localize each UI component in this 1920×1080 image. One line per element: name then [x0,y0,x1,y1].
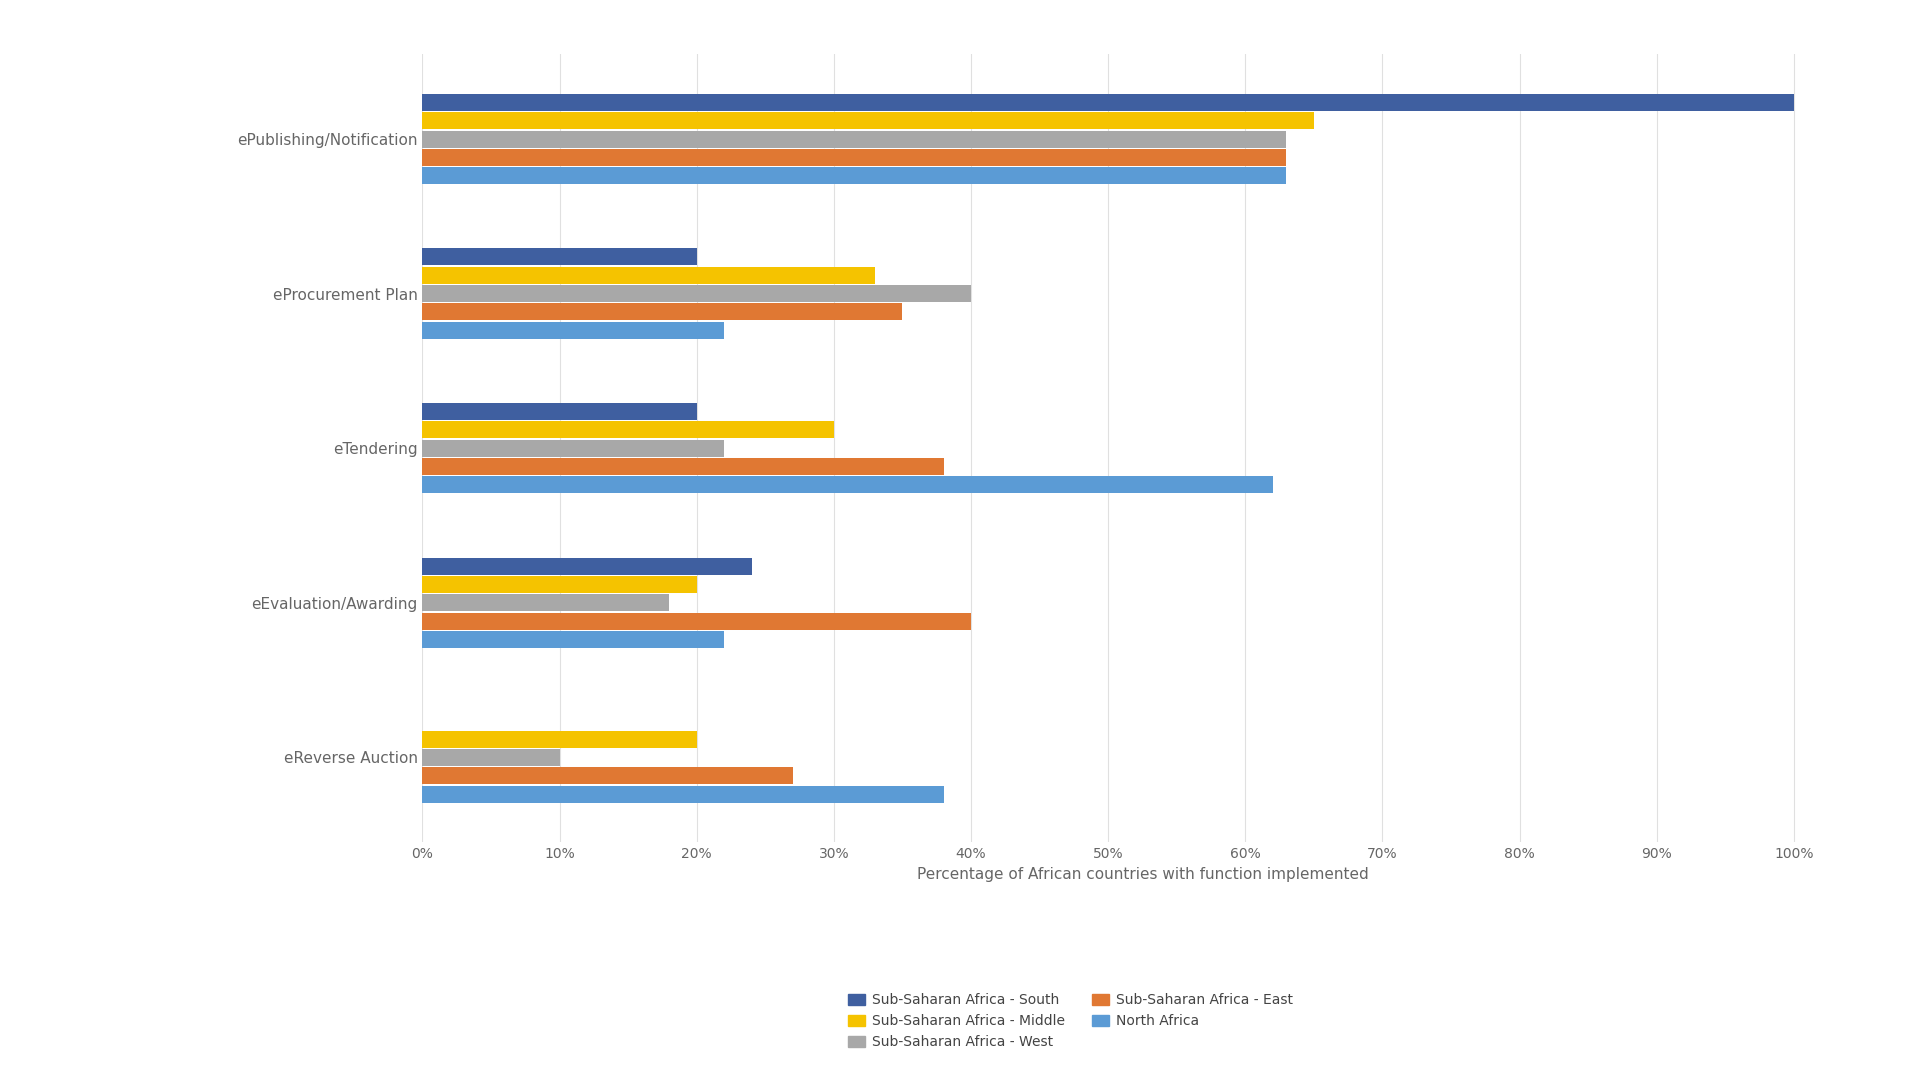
Bar [422,458,943,475]
Bar [422,557,751,575]
Bar [422,767,793,784]
Bar [422,167,1286,185]
Bar [422,785,943,802]
X-axis label: Percentage of African countries with function implemented: Percentage of African countries with fun… [916,867,1369,881]
Bar [422,322,724,339]
Bar [422,131,1286,148]
Bar [422,112,1313,130]
Legend: Sub-Saharan Africa - South, Sub-Saharan Africa - Middle, Sub-Saharan Africa - We: Sub-Saharan Africa - South, Sub-Saharan … [841,986,1300,1056]
Bar [422,476,1273,494]
Bar [422,440,724,457]
Bar [422,94,1793,111]
Bar [422,576,697,593]
Bar [422,285,972,302]
Bar [422,730,697,747]
Bar [422,612,972,630]
Bar [422,303,902,321]
Bar [422,631,724,648]
Bar [422,248,697,266]
Bar [422,594,670,611]
Bar [422,421,833,438]
Bar [422,403,697,420]
Bar [422,748,559,766]
Bar [422,267,876,284]
Bar [422,149,1286,166]
